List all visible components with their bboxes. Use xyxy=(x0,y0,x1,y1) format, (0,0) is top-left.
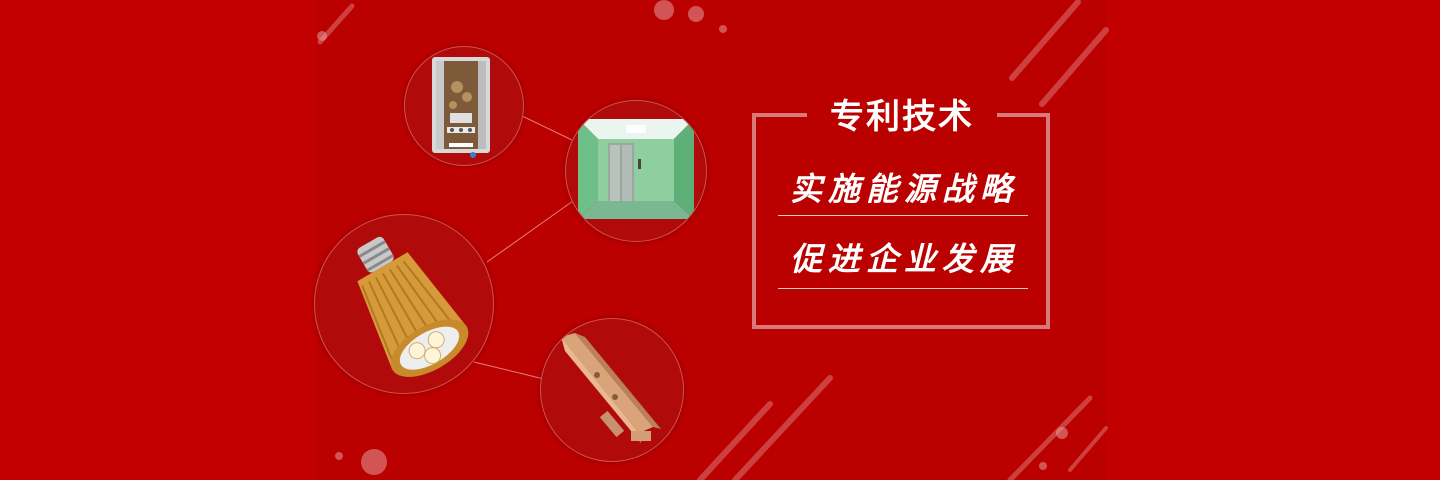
product-led-bulb[interactable] xyxy=(314,214,494,394)
product-water-heater[interactable] xyxy=(404,46,524,166)
water-heater-icon xyxy=(405,47,523,165)
led-bulb-icon xyxy=(315,215,493,393)
slogan-line-2: 促进企业发展 xyxy=(780,234,1028,280)
panel-title: 专利技术 xyxy=(830,89,974,138)
metal-bracket-icon xyxy=(541,319,683,461)
divider-1 xyxy=(778,215,1028,216)
product-elevator-cabin[interactable] xyxy=(565,100,707,242)
slogan-line-1: 实施能源战略 xyxy=(780,164,1028,210)
divider-2 xyxy=(778,288,1028,289)
panel-title-wrap: 专利技术 xyxy=(807,86,997,140)
product-metal-bracket[interactable] xyxy=(540,318,684,462)
slogan-panel xyxy=(752,113,1050,329)
elevator-cabin-icon xyxy=(566,101,706,241)
